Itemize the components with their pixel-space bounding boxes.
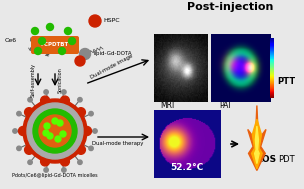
Text: PAI: PAI: [219, 101, 231, 109]
Polygon shape: [254, 126, 259, 164]
Circle shape: [41, 157, 50, 166]
Circle shape: [34, 47, 42, 54]
Circle shape: [28, 160, 32, 164]
Text: PDT: PDT: [278, 154, 295, 163]
Text: lipid-Gd-DOTA: lipid-Gd-DOTA: [93, 51, 132, 57]
Circle shape: [13, 129, 17, 133]
Circle shape: [82, 126, 92, 136]
Circle shape: [93, 129, 97, 133]
Circle shape: [44, 123, 50, 129]
Circle shape: [60, 96, 69, 105]
Circle shape: [39, 115, 71, 147]
Circle shape: [80, 49, 91, 60]
Circle shape: [78, 160, 82, 164]
Circle shape: [76, 108, 85, 117]
Circle shape: [27, 103, 83, 159]
Circle shape: [58, 47, 65, 54]
Circle shape: [89, 112, 93, 116]
Circle shape: [44, 90, 48, 94]
Circle shape: [89, 15, 101, 27]
Circle shape: [47, 133, 53, 139]
Circle shape: [17, 146, 21, 151]
Text: Dual-mode therapy: Dual-mode therapy: [92, 140, 144, 146]
Text: Dual-mode image: Dual-mode image: [90, 54, 134, 80]
FancyBboxPatch shape: [31, 36, 79, 54]
Text: 52.2°C: 52.2°C: [170, 163, 204, 172]
Text: Self-assembly: Self-assembly: [30, 63, 36, 97]
Circle shape: [28, 98, 32, 102]
Text: Post-injection: Post-injection: [187, 2, 273, 12]
Circle shape: [25, 108, 34, 117]
Circle shape: [52, 118, 58, 124]
Circle shape: [17, 112, 21, 116]
Circle shape: [39, 37, 46, 44]
Circle shape: [57, 120, 63, 126]
Circle shape: [32, 28, 39, 35]
Text: Ce6: Ce6: [5, 39, 17, 43]
Circle shape: [55, 136, 61, 142]
Text: Sonication: Sonication: [57, 67, 63, 93]
Text: PTT: PTT: [277, 77, 295, 85]
Circle shape: [60, 157, 69, 166]
Text: ROS: ROS: [255, 154, 276, 163]
Circle shape: [25, 145, 34, 154]
Circle shape: [41, 96, 50, 105]
Circle shape: [23, 99, 87, 163]
Polygon shape: [248, 105, 266, 170]
Circle shape: [33, 109, 77, 153]
Circle shape: [19, 126, 27, 136]
Text: MRI: MRI: [160, 101, 174, 109]
Circle shape: [44, 168, 48, 172]
Circle shape: [47, 23, 54, 30]
Circle shape: [62, 168, 66, 172]
Circle shape: [62, 90, 66, 94]
Text: HSPC: HSPC: [103, 19, 120, 23]
Text: PCPDTBT: PCPDTBT: [41, 43, 69, 47]
Text: Pdots/Ce6@lipid-Gd-DOTA micelles: Pdots/Ce6@lipid-Gd-DOTA micelles: [12, 173, 98, 177]
Polygon shape: [252, 119, 262, 169]
Circle shape: [76, 145, 85, 154]
Circle shape: [89, 146, 93, 151]
Circle shape: [64, 28, 71, 35]
Circle shape: [68, 37, 75, 44]
Circle shape: [60, 131, 66, 137]
Circle shape: [43, 130, 49, 136]
Circle shape: [78, 98, 82, 102]
Circle shape: [75, 56, 85, 66]
